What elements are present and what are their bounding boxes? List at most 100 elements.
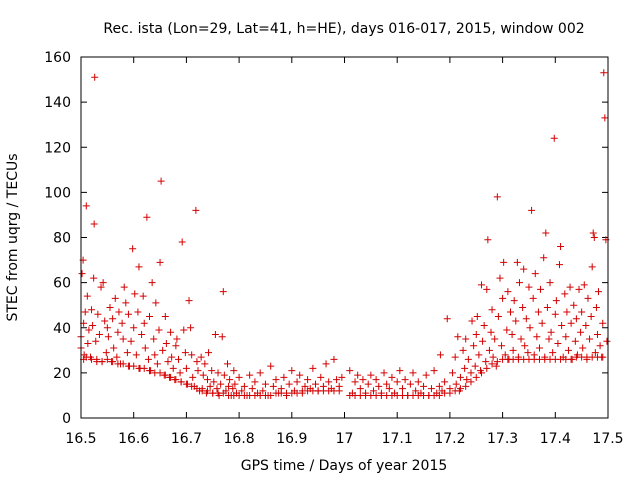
- data-point: [462, 335, 470, 343]
- data-point: [520, 265, 528, 273]
- data-point: [546, 279, 554, 287]
- data-point: [471, 362, 479, 370]
- data-point: [148, 279, 156, 287]
- data-point: [280, 373, 288, 381]
- data-point: [157, 177, 165, 185]
- data-point: [430, 367, 438, 375]
- data-point: [550, 134, 558, 142]
- data-point: [562, 333, 570, 341]
- data-point: [218, 333, 226, 341]
- data-point: [491, 335, 499, 343]
- data-point: [135, 263, 143, 271]
- data-point: [151, 351, 159, 359]
- data-point: [375, 382, 383, 390]
- data-point: [240, 382, 248, 390]
- data-point: [167, 373, 175, 381]
- data-point: [356, 385, 364, 393]
- data-point: [153, 360, 161, 368]
- data-point: [470, 342, 478, 350]
- data-point: [543, 303, 551, 311]
- data-point: [219, 389, 227, 397]
- data-point: [85, 326, 93, 334]
- y-tick-label: 0: [62, 411, 71, 427]
- data-point: [231, 380, 239, 388]
- data-point: [309, 364, 317, 372]
- data-point: [141, 344, 149, 352]
- data-point: [504, 288, 512, 296]
- data-point: [443, 315, 451, 323]
- data-point: [156, 369, 164, 377]
- data-point: [120, 283, 128, 291]
- data-point: [88, 306, 96, 314]
- data-point: [173, 335, 181, 343]
- data-point: [225, 382, 233, 390]
- data-point: [507, 308, 515, 316]
- data-point: [449, 369, 457, 377]
- data-point: [501, 351, 509, 359]
- data-point: [446, 389, 454, 397]
- data-point: [110, 344, 118, 352]
- data-point: [90, 274, 98, 282]
- data-point: [422, 371, 430, 379]
- data-point: [155, 326, 163, 334]
- data-point: [596, 342, 604, 350]
- data-point: [463, 376, 471, 384]
- data-point: [589, 229, 597, 237]
- data-point: [556, 261, 564, 269]
- data-point: [359, 376, 367, 384]
- data-point: [130, 362, 138, 370]
- data-point: [346, 367, 354, 375]
- data-point: [557, 243, 565, 251]
- data-point: [468, 317, 476, 325]
- data-point: [603, 337, 611, 345]
- data-points: [77, 69, 611, 399]
- data-point: [499, 294, 507, 302]
- data-point: [564, 346, 572, 354]
- data-point: [82, 202, 90, 210]
- data-point: [127, 337, 135, 345]
- data-point: [599, 319, 607, 327]
- data-point: [296, 371, 304, 379]
- data-point: [113, 353, 121, 361]
- data-point: [92, 337, 100, 345]
- data-point: [224, 360, 232, 368]
- data-point: [203, 376, 211, 384]
- data-point: [169, 364, 177, 372]
- data-point: [293, 389, 301, 397]
- data-point: [478, 281, 486, 289]
- y-tick-label: 140: [44, 95, 71, 111]
- data-point: [82, 353, 90, 361]
- data-point: [552, 297, 560, 305]
- data-point: [193, 358, 201, 366]
- data-point: [367, 371, 375, 379]
- data-point: [535, 344, 543, 352]
- data-point: [188, 351, 196, 359]
- data-point: [78, 270, 86, 278]
- data-point: [144, 355, 152, 363]
- data-point: [492, 362, 500, 370]
- data-point: [226, 376, 234, 384]
- data-point: [146, 367, 154, 375]
- y-tick-label: 120: [44, 140, 71, 156]
- y-tick-label: 100: [44, 185, 71, 201]
- data-point: [369, 387, 377, 395]
- data-point: [146, 312, 154, 320]
- data-point: [554, 340, 562, 348]
- data-point: [325, 378, 333, 386]
- data-point: [167, 328, 175, 336]
- y-tick-label: 40: [53, 321, 71, 337]
- data-point: [592, 303, 600, 311]
- data-point: [161, 371, 169, 379]
- data-point: [372, 376, 380, 384]
- data-point: [599, 353, 607, 361]
- data-point: [129, 245, 137, 253]
- data-point: [488, 306, 496, 314]
- data-point: [580, 281, 588, 289]
- data-point: [181, 349, 189, 357]
- x-tick-label: 17.1: [382, 431, 413, 447]
- data-point: [479, 337, 487, 345]
- data-point: [115, 308, 123, 316]
- data-point: [272, 376, 280, 384]
- data-point: [134, 308, 142, 316]
- x-tick-label: 17.5: [592, 431, 623, 447]
